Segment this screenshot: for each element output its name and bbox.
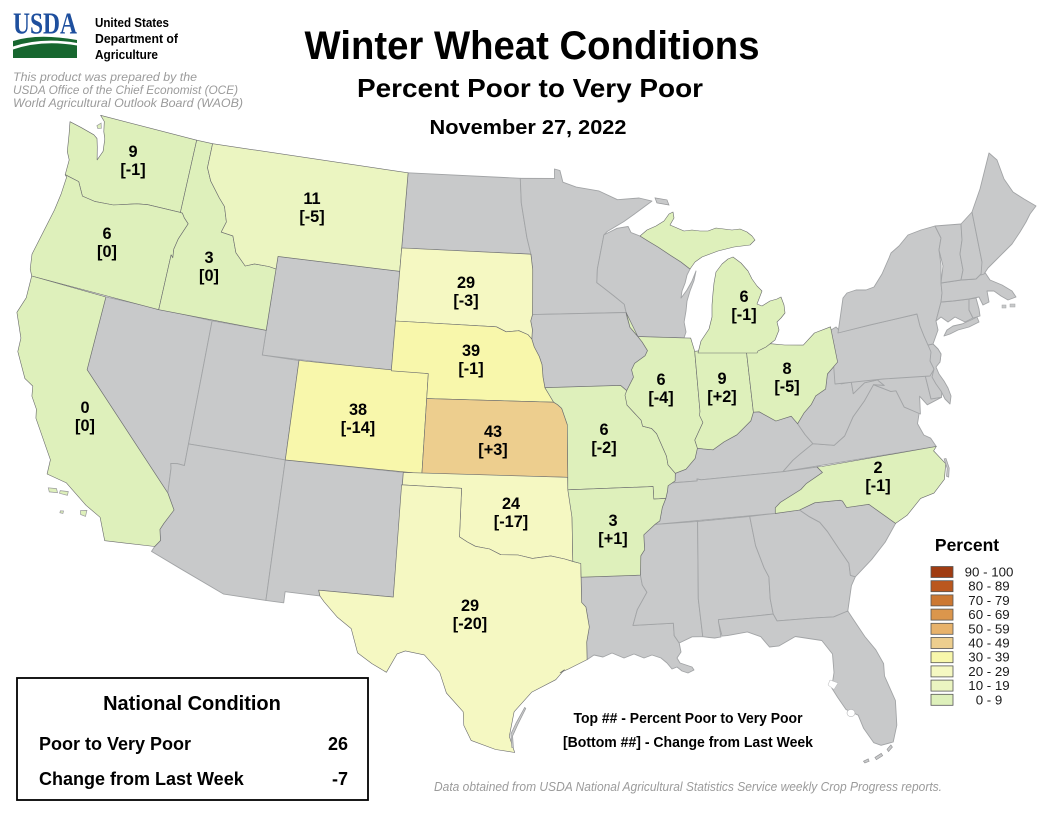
- svg-text:9: 9: [128, 143, 137, 161]
- svg-text:[-17]: [-17]: [494, 513, 528, 531]
- svg-text:[-5]: [-5]: [299, 208, 324, 226]
- svg-text:10 - 19: 10 - 19: [968, 678, 1009, 693]
- svg-text:[-1]: [-1]: [458, 360, 483, 378]
- svg-text:29: 29: [457, 274, 475, 292]
- svg-text:80 - 89: 80 - 89: [968, 579, 1009, 594]
- svg-text:Change from Last Week: Change from Last Week: [39, 769, 245, 789]
- svg-text:[+1]: [+1]: [598, 530, 627, 548]
- svg-text:Percent: Percent: [935, 535, 999, 555]
- svg-text:Poor to Very Poor: Poor to Very Poor: [39, 734, 191, 754]
- svg-text:9: 9: [717, 370, 726, 388]
- svg-text:6: 6: [599, 421, 608, 439]
- svg-text:Top ## - Percent Poor to Very: Top ## - Percent Poor to Very Poor: [574, 711, 803, 727]
- svg-text:0: 0: [80, 399, 89, 417]
- svg-text:3: 3: [204, 249, 213, 267]
- svg-text:39: 39: [462, 342, 480, 360]
- svg-text:-7: -7: [332, 769, 348, 789]
- svg-text:6: 6: [739, 288, 748, 306]
- svg-text:[0]: [0]: [75, 417, 95, 435]
- svg-text:[-14]: [-14]: [341, 419, 375, 437]
- svg-text:Winter Wheat Conditions: Winter Wheat Conditions: [305, 24, 760, 68]
- svg-text:[-1]: [-1]: [865, 477, 890, 495]
- svg-text:USDA: USDA: [13, 6, 77, 41]
- svg-text:[+3]: [+3]: [478, 441, 507, 459]
- svg-text:National Condition: National Condition: [103, 693, 281, 715]
- svg-text:38: 38: [349, 401, 367, 419]
- svg-text:Agriculture: Agriculture: [95, 47, 158, 62]
- svg-text:[-20]: [-20]: [453, 615, 487, 633]
- svg-text:United States: United States: [95, 15, 169, 30]
- svg-text:70 - 79: 70 - 79: [968, 593, 1009, 608]
- svg-text:24: 24: [502, 495, 520, 513]
- svg-text:3: 3: [608, 512, 617, 530]
- svg-text:[0]: [0]: [199, 267, 219, 285]
- svg-text:November 27, 2022: November 27, 2022: [430, 116, 627, 139]
- svg-text:Percent Poor to Very Poor: Percent Poor to Very Poor: [357, 73, 703, 103]
- svg-text:6: 6: [656, 371, 665, 389]
- svg-text:11: 11: [303, 190, 320, 208]
- svg-text:8: 8: [782, 360, 791, 378]
- svg-text:6: 6: [102, 225, 111, 243]
- svg-text:[+2]: [+2]: [707, 388, 736, 406]
- svg-text:This product was prepared by t: This product was prepared by the: [13, 70, 197, 84]
- svg-text:60 - 69: 60 - 69: [968, 607, 1009, 622]
- svg-text:26: 26: [328, 734, 348, 754]
- svg-text:29: 29: [461, 597, 479, 615]
- svg-text:Department of: Department of: [95, 31, 179, 46]
- svg-text:20 - 29: 20 - 29: [968, 664, 1009, 679]
- svg-text:30 - 39: 30 - 39: [968, 650, 1009, 665]
- svg-text:[-1]: [-1]: [731, 306, 756, 324]
- svg-text:[-3]: [-3]: [453, 292, 478, 310]
- svg-text:Data obtained from USDA Nation: Data obtained from USDA National Agricul…: [434, 780, 942, 794]
- svg-text:[-1]: [-1]: [120, 161, 145, 179]
- svg-text:40 - 49: 40 - 49: [968, 636, 1009, 651]
- svg-text:50 - 59: 50 - 59: [968, 621, 1009, 636]
- svg-text:43: 43: [484, 423, 502, 441]
- svg-text:[Bottom ##] - Change from Last: [Bottom ##] - Change from Last Week: [563, 735, 814, 751]
- svg-text:World Agricultural Outlook Boa: World Agricultural Outlook Board (WAOB): [13, 96, 243, 110]
- svg-text:USDA Office of the Chief Econo: USDA Office of the Chief Economist (OCE): [13, 83, 238, 97]
- svg-text:90 - 100: 90 - 100: [965, 565, 1014, 580]
- svg-text:[0]: [0]: [97, 243, 117, 261]
- svg-text:[-4]: [-4]: [648, 389, 673, 407]
- svg-text:0 - 9: 0 - 9: [976, 692, 1003, 707]
- svg-text:[-2]: [-2]: [591, 439, 616, 457]
- svg-text:[-5]: [-5]: [774, 378, 799, 396]
- svg-text:2: 2: [873, 459, 882, 477]
